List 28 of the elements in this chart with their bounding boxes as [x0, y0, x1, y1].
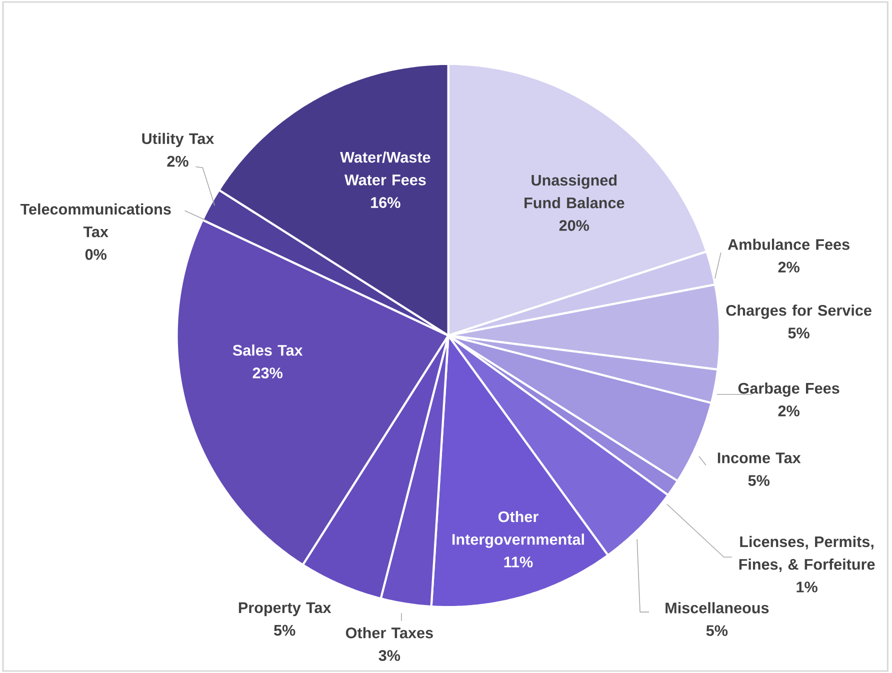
slice-label: Sales Tax [232, 344, 303, 356]
slice-label: Unassigned Fund Balance [524, 174, 624, 208]
slice-label: Charges for Service [726, 304, 872, 319]
data-label: 2% [778, 262, 800, 273]
slice-label: Ambulance Fees [728, 238, 850, 250]
data-label: 23% [252, 368, 282, 378]
data-label: 20% [559, 220, 590, 231]
slice-label: Garbage Fees [738, 382, 840, 397]
legend-label: Telecommunications Tax [20, 203, 171, 238]
data-label: 5% [788, 328, 810, 338]
data-label: 1% [796, 582, 818, 592]
slice-label: Property Tax [238, 602, 332, 616]
data-label: 2% [167, 156, 188, 167]
slice-label: Water/Waste Water Fees [340, 151, 430, 186]
slice-label: Licenses, Permits, Fines, & Forfeiture [739, 536, 875, 572]
data-label: 16% [371, 197, 400, 208]
data-label: 5% [706, 625, 728, 636]
data-label: 3% [378, 650, 400, 661]
data-label: 2% [778, 406, 800, 416]
slice-label: Income Tax [718, 452, 801, 464]
text: 0% [85, 249, 107, 260]
slice-label: Other Taxes [346, 627, 433, 638]
data-label: 5% [274, 624, 296, 636]
data-label: 5% [748, 475, 770, 486]
slice-label: Utility Tax [142, 132, 214, 148]
slice-label: Miscellaneous [666, 602, 769, 614]
data-label: 11% [504, 556, 533, 568]
slice-label: Other Intergovernmental [452, 510, 584, 548]
